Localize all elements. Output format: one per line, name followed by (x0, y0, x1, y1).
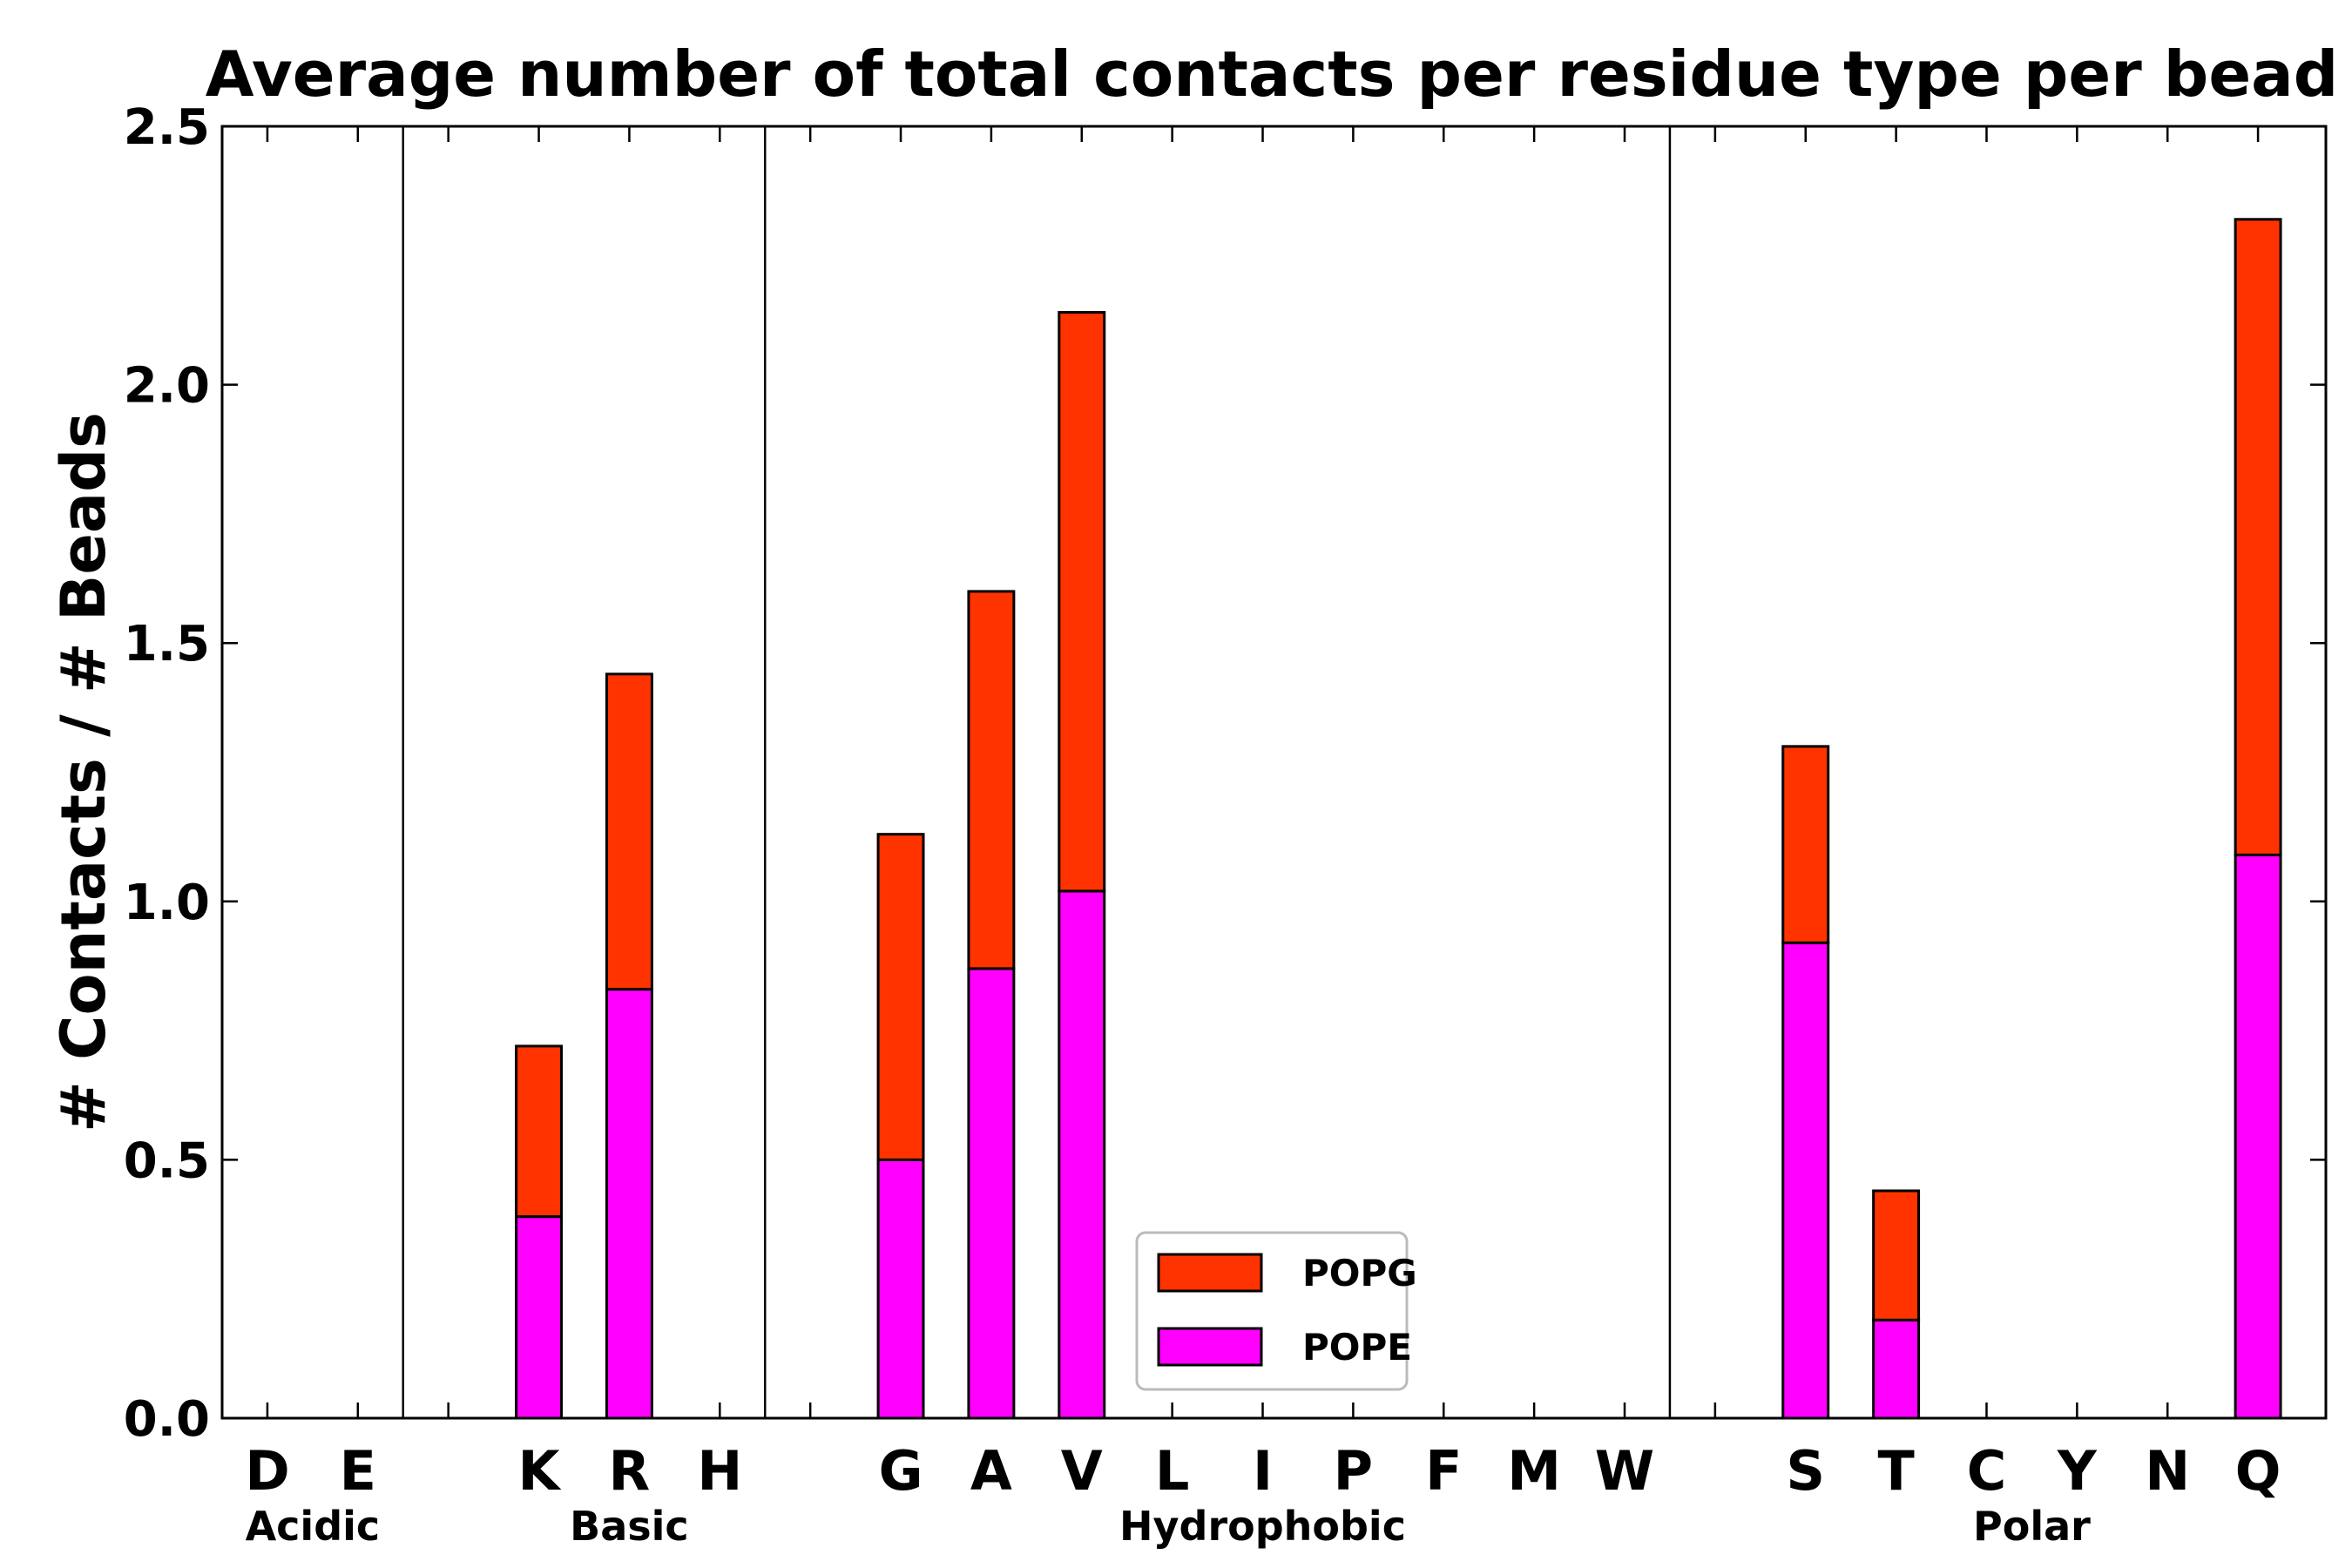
y-tick-label: 0.5 (124, 1132, 210, 1189)
legend-swatch-popg (1157, 1253, 1263, 1293)
bar-popg-K (515, 1044, 564, 1219)
x-category-label-C: C (1967, 1439, 2007, 1503)
x-category-label-F: F (1425, 1439, 1462, 1503)
legend: POPG POPE (1135, 1231, 1417, 1391)
x-category-label-P: P (1334, 1439, 1373, 1503)
x-category-label-G: G (879, 1439, 923, 1503)
x-category-label-R: R (609, 1439, 651, 1503)
x-category-label-E: E (340, 1439, 376, 1503)
legend-label-pope: POPE (1302, 1326, 1412, 1369)
bar-pope-A (967, 967, 1016, 1420)
x-category-label-T: T (1877, 1439, 1914, 1503)
bar-pope-T (1872, 1318, 1921, 1420)
x-category-label-V: V (1061, 1439, 1103, 1503)
bar-popg-Q (2234, 218, 2282, 856)
bar-pope-G (876, 1158, 925, 1420)
y-axis-label: # Contacts / # Beads (48, 412, 119, 1132)
group-label-polar: Polar (1973, 1503, 2091, 1550)
bar-popg-T (1872, 1189, 1921, 1321)
bar-popg-V (1058, 311, 1106, 893)
bar-popg-A (967, 590, 1016, 970)
bar-pope-Q (2234, 853, 2282, 1420)
x-category-label-H: H (697, 1439, 742, 1503)
x-category-label-M: M (1507, 1439, 1561, 1503)
bar-popg-R (605, 672, 653, 991)
x-category-label-I: I (1253, 1439, 1273, 1503)
x-category-label-A: A (970, 1439, 1012, 1503)
x-category-label-Q: Q (2235, 1439, 2281, 1503)
x-category-label-N: N (2145, 1439, 2190, 1503)
bar-pope-R (605, 988, 653, 1420)
plot-frame (220, 125, 2328, 1420)
chart-title: Average number of total contacts per res… (206, 37, 2339, 111)
x-category-label-K: K (518, 1439, 562, 1503)
y-tick-label: 0.0 (124, 1391, 210, 1448)
bar-pope-S (1781, 941, 1830, 1420)
bar-popg-G (876, 833, 925, 1161)
y-tick-label: 1.0 (124, 875, 210, 931)
legend-label-popg: POPG (1302, 1252, 1417, 1294)
group-label-acidic: Acidic (246, 1503, 381, 1550)
group-label-basic: Basic (570, 1503, 689, 1550)
x-category-label-Y: Y (2057, 1439, 2098, 1503)
x-category-label-S: S (1786, 1439, 1825, 1503)
bar-pope-K (515, 1215, 564, 1420)
y-tick-label: 2.5 (124, 99, 210, 156)
group-label-hydrophobic: Hydrophobic (1119, 1503, 1406, 1550)
x-category-label-L: L (1155, 1439, 1190, 1503)
x-category-label-D: D (245, 1439, 289, 1503)
x-category-label-W: W (1595, 1439, 1654, 1503)
bar-popg-S (1781, 745, 1830, 944)
y-tick-label: 1.5 (124, 616, 210, 672)
bar-pope-V (1058, 889, 1106, 1420)
y-tick-label: 2.0 (124, 358, 210, 415)
legend-swatch-pope (1157, 1327, 1263, 1367)
